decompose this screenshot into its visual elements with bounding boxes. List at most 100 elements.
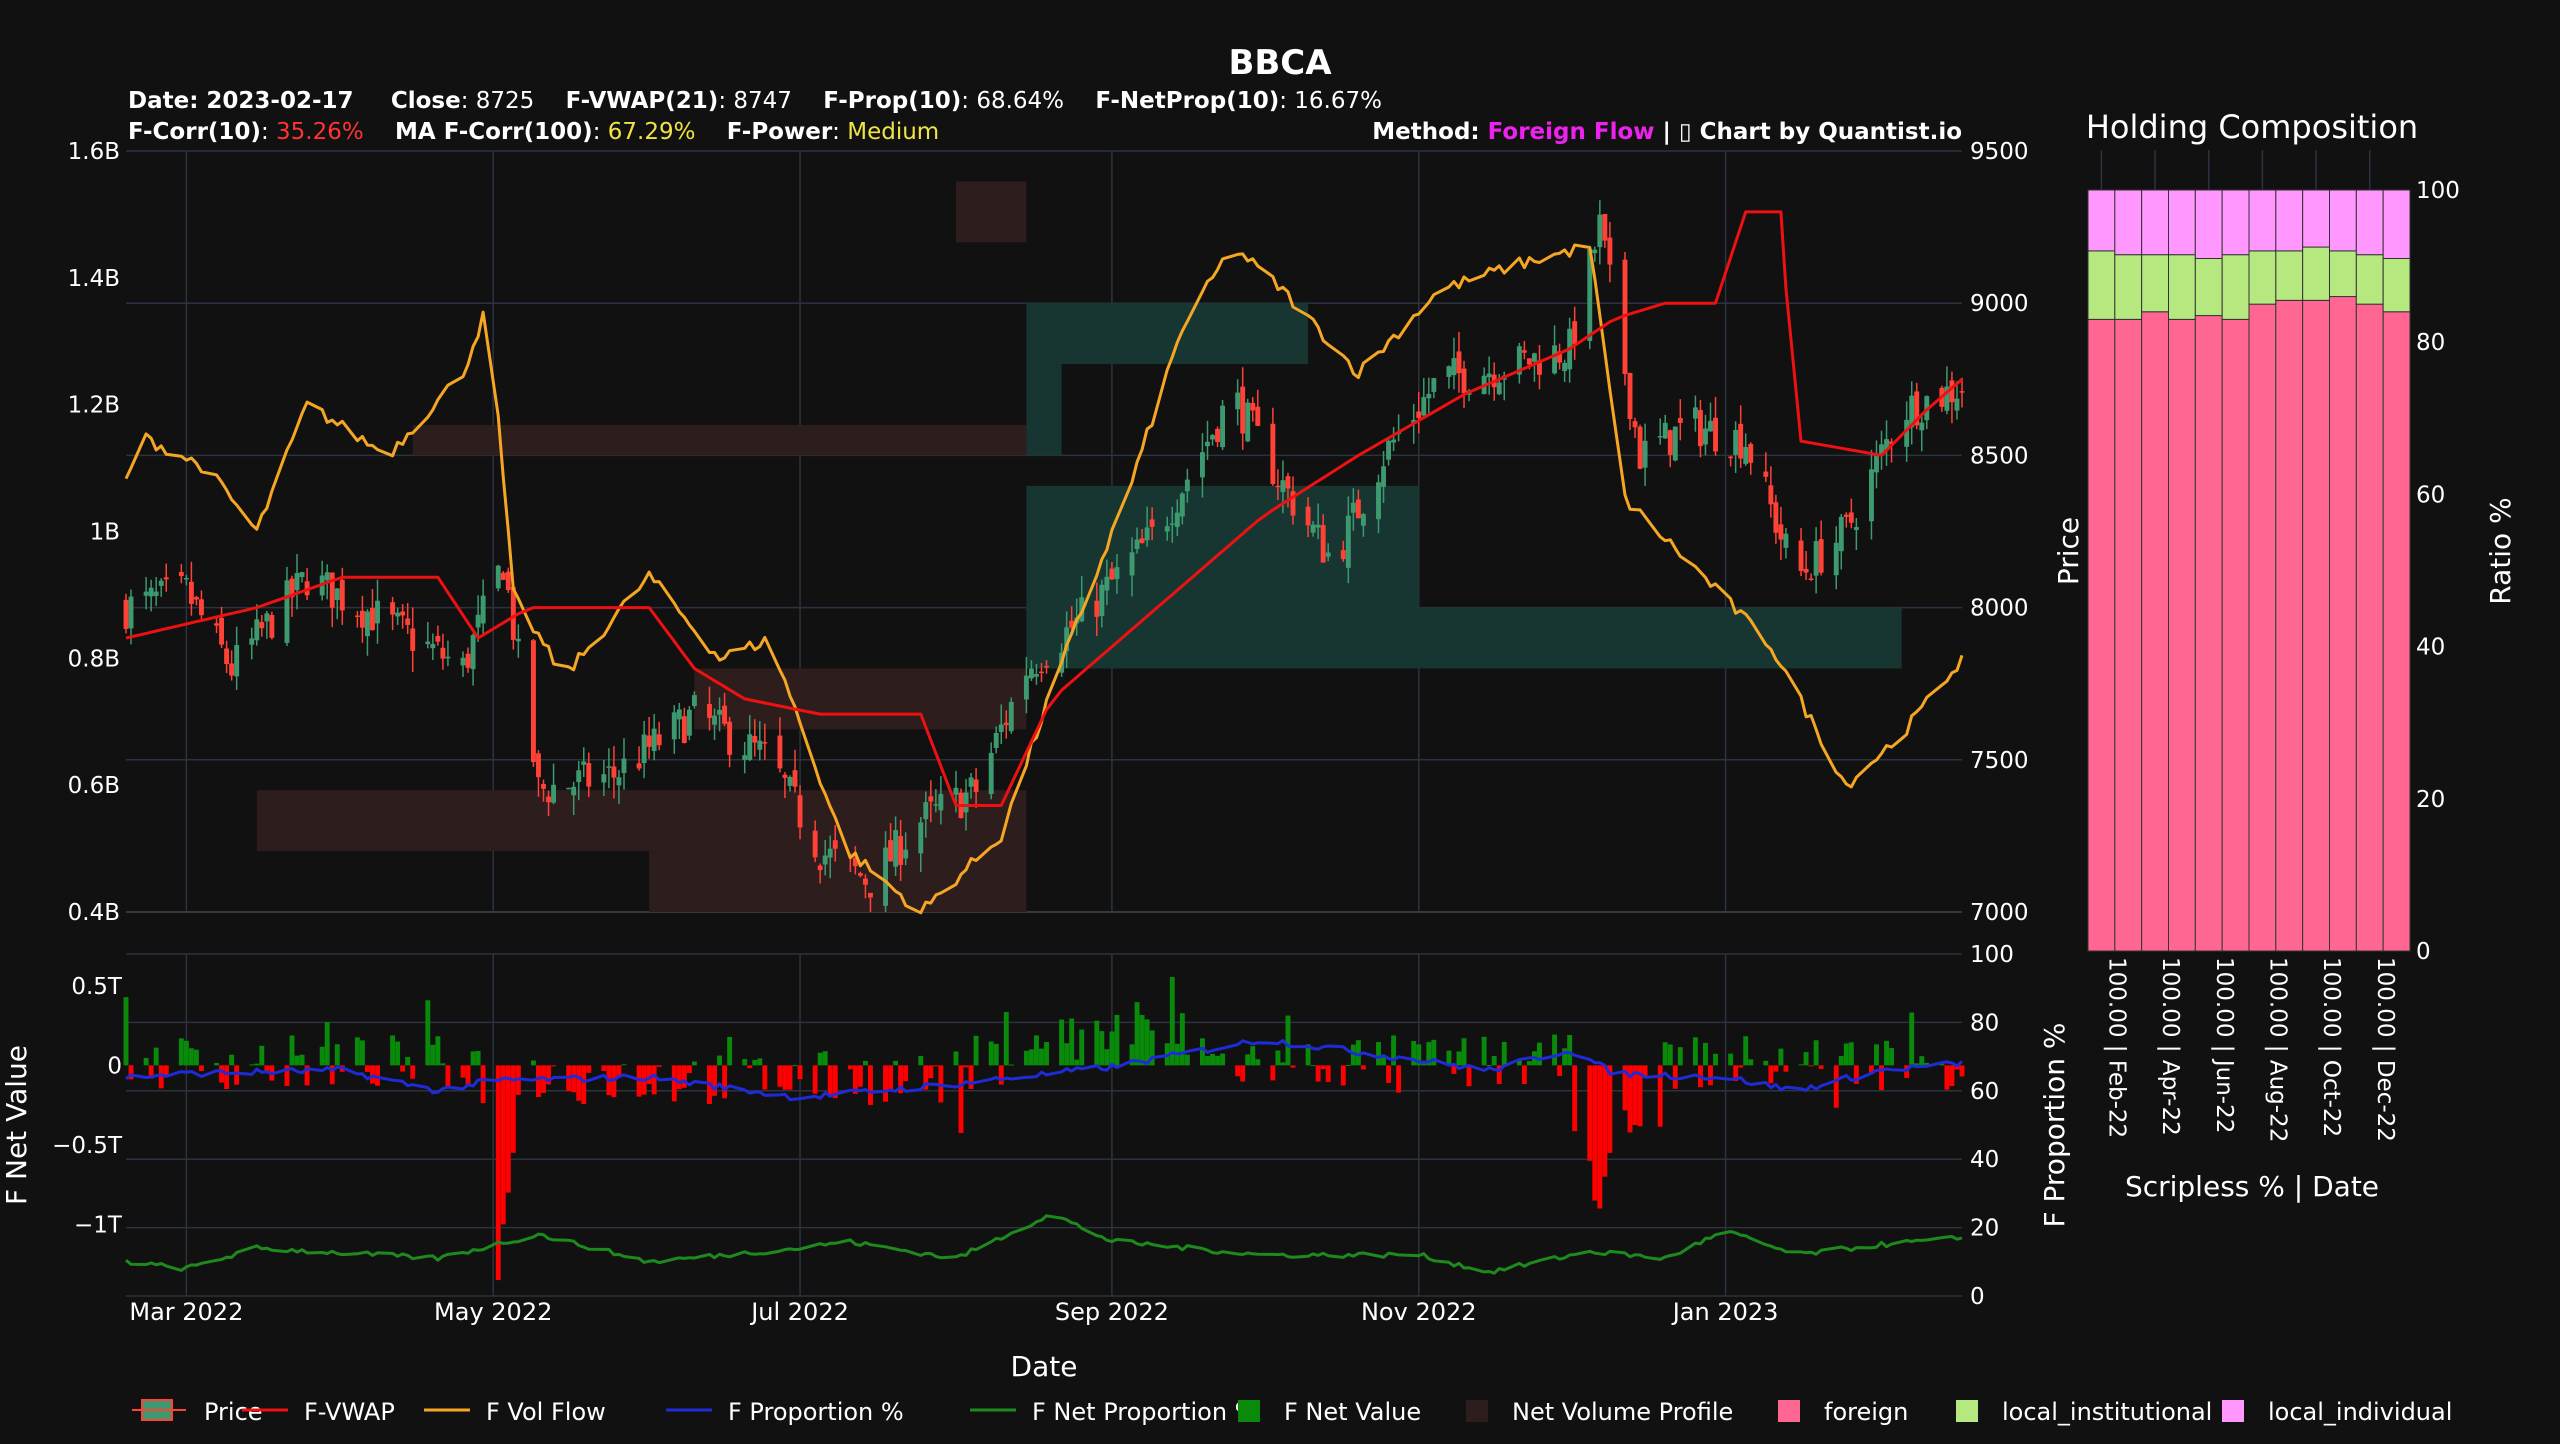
f-net-value-bar [581,1065,587,1104]
candle-body [691,695,697,707]
volflow-tick-label: 0.4B [68,900,120,926]
f-net-value-bar [143,1057,149,1066]
f-net-value-bar [304,1065,310,1086]
f-net-value-bar [1039,1048,1044,1066]
legend-item-label[interactable]: local_individual [2268,1398,2452,1426]
candle-body [671,712,677,740]
candle-body [214,623,219,626]
f-net-value-bar [1305,1044,1311,1066]
candle-body [1884,439,1890,451]
legend-item-label[interactable]: Net Volume Profile [1512,1398,1733,1426]
candle-body [1003,722,1009,726]
candle-body [264,613,270,622]
f-net-value-bar [1768,1065,1774,1084]
legend-item-label[interactable]: F Net Value [1284,1398,1421,1426]
f-net-value-bar [234,1065,240,1085]
holding-bar-local_individual [2114,189,2143,256]
f-net-value-bar [1411,1041,1417,1066]
holding-bar-foreign [2248,303,2277,952]
candle-body [1813,541,1819,576]
f-net-value-bar [923,1065,929,1090]
candle-body [1034,674,1039,677]
candle-body [883,847,889,906]
legend-item-label[interactable]: F Net Proportion % [1032,1398,1257,1426]
f-net-value-bar [852,1065,858,1094]
f-net-value-bar [928,1065,934,1079]
candle-body [536,753,541,778]
candle-body [1516,346,1522,375]
candle-body [747,734,753,760]
candle-body [1597,214,1603,248]
f-net-value-bar [1632,1065,1638,1126]
candle-body [410,628,416,651]
legend-item-label[interactable]: F Vol Flow [486,1398,606,1426]
candle-body [1174,512,1180,527]
f-net-value-bar [1275,1050,1281,1066]
candle-body [254,619,260,641]
f-net-value-bar [1431,1039,1437,1066]
holding-bar-local_institutional [2221,254,2250,320]
candle-body [1416,411,1422,419]
f-net-value-bar [571,1065,577,1093]
f-net-value-bar [1149,1030,1155,1066]
legend-item-label[interactable]: F-VWAP [304,1398,395,1426]
f-net-value-bar [656,1065,662,1067]
candle-body [515,638,521,642]
f-net-value-bar [993,1043,999,1066]
f-net-value-bar [576,1065,582,1101]
candle-body [993,732,999,749]
f-net-value-bar [1104,1049,1110,1066]
holding-bar-foreign [2302,299,2331,952]
candle-body [364,611,370,637]
holding-bar-foreign [2355,303,2384,952]
legend: Price F-VWAP F Vol Flow F Proportion % F Net… [132,1398,2452,1426]
f-net-value-bar [717,1055,723,1066]
f-net-value-bar [1642,1065,1648,1079]
f-net-value-bar [198,1065,204,1072]
holding-bar-foreign [2194,315,2223,952]
candle-body [1909,395,1915,428]
net-value-tick-label: 0 [107,1053,122,1079]
holding-bar-foreign [2114,318,2143,952]
legend-item-label[interactable]: Price [204,1398,263,1426]
f-net-value-bar [460,1065,466,1078]
f-net-value-bar [782,1065,788,1090]
candle-body [606,766,612,768]
f-net-value-bar [1496,1065,1502,1084]
legend-item-label[interactable]: foreign [1824,1398,1908,1426]
f-net-value-bar [1627,1065,1633,1133]
candle-body [777,735,783,769]
f-net-value-bar [1838,1055,1844,1066]
holding-bar-foreign [2382,311,2411,952]
candle-body [1446,366,1452,377]
f-net-value-bar [188,1048,194,1066]
f-net-value-bar [1044,1042,1049,1066]
f-net-value-bar [1270,1065,1276,1081]
candle-body [435,635,441,642]
f-net-value-bar [214,1062,219,1066]
candle-body [1456,351,1462,374]
legend-item-label[interactable]: F Proportion % [728,1398,904,1426]
f-net-value-bar [1552,1034,1558,1066]
candle-body [1768,485,1774,505]
f-net-value-bar [505,1065,511,1193]
candle-body [1345,515,1351,568]
holding-ratio-tick: 100 [2416,178,2460,204]
f-net-value-bar [1325,1065,1331,1082]
f-net-value-bar [1134,1002,1140,1066]
candle-body [832,840,838,849]
f-net-value-bar [1205,1056,1210,1066]
f-net-value-bar [1657,1065,1663,1127]
candle-body [576,770,582,783]
candle-body [601,774,607,783]
f-net-value-bar [1421,1063,1427,1066]
candle-body [707,703,712,718]
legend-item-label[interactable]: local_institutional [2002,1398,2212,1426]
candle-body [475,614,481,628]
f-net-value-bar [1662,1042,1668,1066]
f-net-value-bar [1813,1040,1819,1066]
holding-bar-local_individual [2194,189,2223,259]
candle-body [1290,491,1296,516]
candle-body [1285,476,1291,489]
candle-body [1094,600,1100,617]
